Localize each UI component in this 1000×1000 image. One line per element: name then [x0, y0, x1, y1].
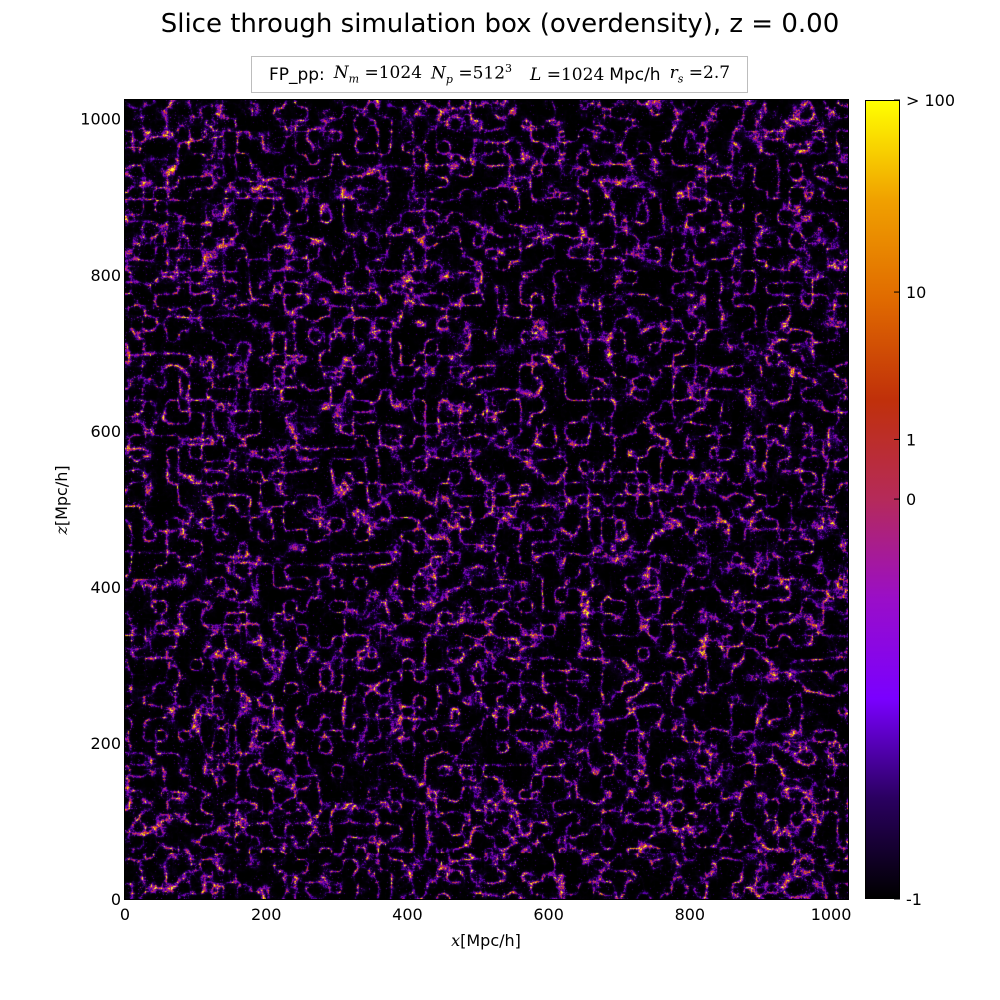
z-tick-label: 400: [90, 578, 121, 597]
colorbar-tick-label: > 100: [906, 91, 955, 110]
x-tick-label: 800: [675, 905, 706, 924]
x-tick-label: 400: [392, 905, 423, 924]
colorbar-tick-label: 10: [906, 283, 926, 302]
legend-rs: rs =2.7: [669, 63, 731, 86]
colorbar: [865, 100, 900, 899]
legend-l-unit: Mpc/h: [609, 64, 661, 85]
legend-prefix: FP_pp:: [268, 64, 325, 85]
z-axis-label: z[Mpc/h]: [52, 465, 71, 535]
x-tick-label: 600: [533, 905, 564, 924]
x-tick-label: 200: [251, 905, 282, 924]
z-tick-label: 800: [90, 266, 121, 285]
colorbar-tick-label: 0: [906, 490, 916, 509]
colorbar-tick-label: 1: [906, 430, 916, 449]
z-tick-label: 600: [90, 422, 121, 441]
z-tick-label: 1000: [80, 110, 121, 129]
legend-l: L =1024: [530, 64, 605, 85]
legend-np: Np =5123: [431, 62, 513, 87]
colorbar-tick-label: -1: [906, 890, 922, 909]
legend-box: FP_pp: Nm =1024 Np =5123 L =1024 Mpc/h r…: [251, 56, 748, 93]
x-tick-label: 1000: [811, 905, 852, 924]
overdensity-field: [125, 100, 848, 899]
chart-title: Slice through simulation box (overdensit…: [161, 9, 840, 39]
x-tick-label: 0: [120, 905, 130, 924]
z-tick-label: 200: [90, 734, 121, 753]
legend-nm: Nm =1024: [333, 63, 423, 86]
x-axis-label: x[Mpc/h]: [451, 931, 521, 950]
z-tick-label: 0: [111, 890, 121, 909]
density-slice-image: [125, 100, 848, 899]
